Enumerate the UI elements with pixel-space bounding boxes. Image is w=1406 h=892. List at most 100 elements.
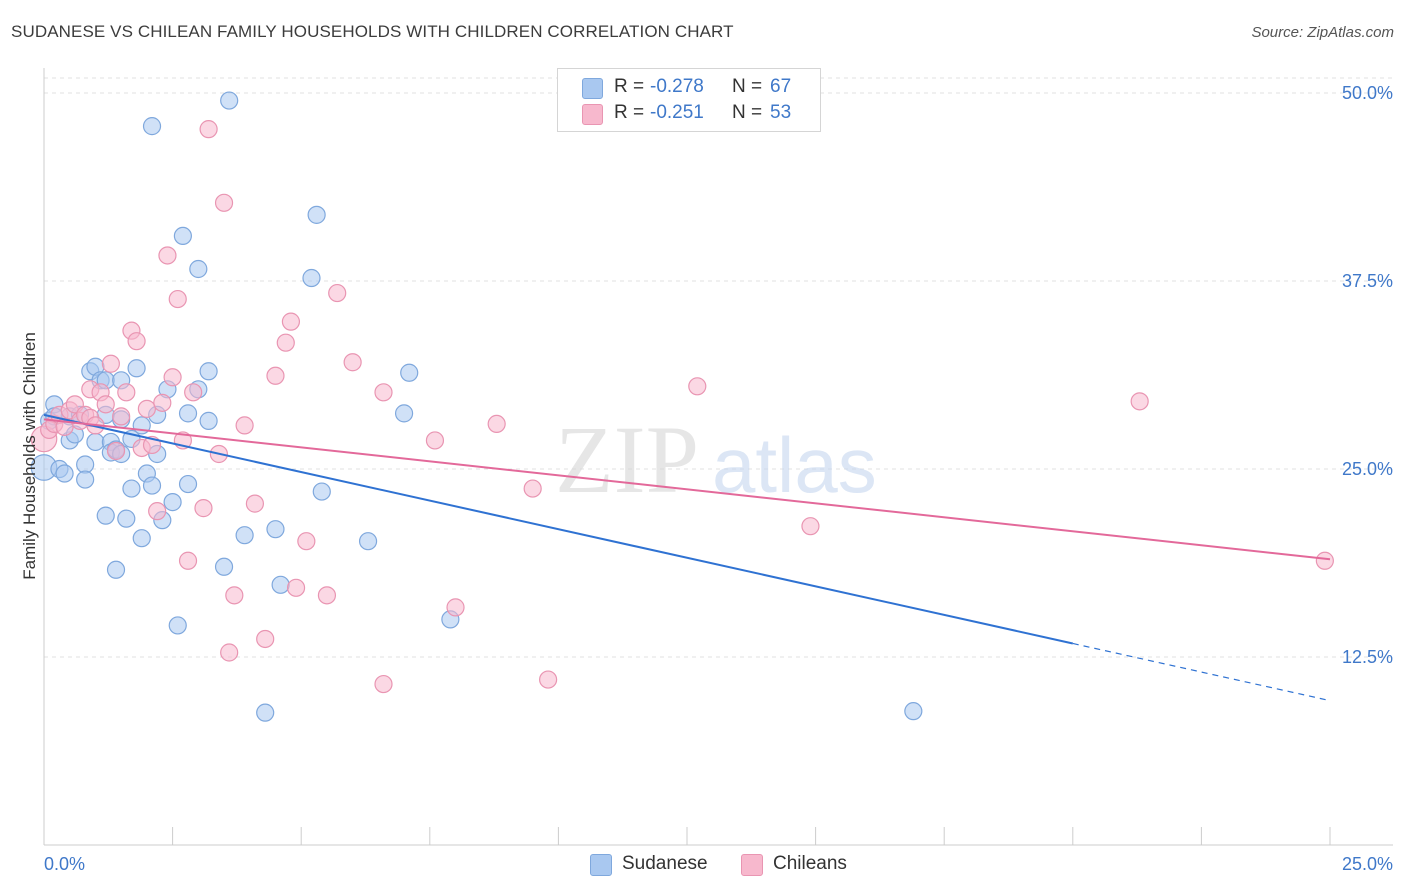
- source-label: Source: ZipAtlas.com: [1251, 24, 1394, 41]
- watermark-atlas: atlas: [712, 421, 877, 509]
- chilean-point: [163, 368, 182, 387]
- chilean-point: [112, 407, 131, 426]
- sudanese-point: [394, 404, 414, 423]
- chilean-point: [256, 629, 275, 649]
- chilean-point: [235, 416, 254, 435]
- n-value: 67: [770, 76, 792, 97]
- chilean-point: [297, 532, 316, 551]
- chilean-point: [801, 517, 820, 536]
- sudanese-point: [214, 557, 234, 576]
- y-tick-label: 12.5%: [1342, 647, 1393, 667]
- legend-label-sudanese: Sudanese: [622, 853, 708, 874]
- n-label: N =: [732, 76, 763, 97]
- chilean-point: [1130, 392, 1149, 411]
- chilean-swatch: [741, 854, 763, 876]
- sudanese-point: [55, 464, 74, 483]
- chilean-point: [328, 283, 347, 303]
- r-value: -0.251: [650, 102, 704, 123]
- chilean-point: [158, 246, 177, 265]
- sudanese-point: [302, 268, 321, 288]
- sudanese-point: [127, 359, 146, 378]
- sudanese-point: [86, 432, 105, 452]
- chilean-point: [425, 431, 445, 450]
- chilean-point: [374, 383, 393, 402]
- x-tick-label: 0.0%: [44, 854, 85, 874]
- chilean-point: [96, 395, 115, 414]
- sudanese-point: [199, 362, 218, 381]
- y-tick-label: 50.0%: [1342, 83, 1393, 103]
- n-value: 53: [770, 102, 792, 123]
- sudanese-point: [199, 411, 218, 430]
- chilean-point: [276, 333, 295, 352]
- sudanese-point: [76, 470, 95, 489]
- chilean-point: [688, 377, 707, 396]
- sudanese-point: [256, 703, 275, 722]
- sudanese-point: [235, 526, 254, 545]
- n-label: N =: [732, 102, 763, 123]
- r-value: -0.278: [650, 76, 704, 97]
- tick-labels: 12.5% 25.0% 37.5% 50.0% 0.0% 25.0%: [44, 83, 1393, 874]
- x-tick-label: 25.0%: [1342, 854, 1393, 874]
- legend-label-chileans: Chileans: [773, 853, 847, 874]
- y-tick-label: 25.0%: [1342, 459, 1393, 479]
- chilean-point: [539, 670, 558, 689]
- sudanese-point: [178, 474, 198, 494]
- chilean-point: [1315, 551, 1334, 570]
- watermark: ZIP atlas: [555, 406, 877, 513]
- sudanese-point: [142, 476, 162, 495]
- y-tick-label: 37.5%: [1342, 271, 1393, 291]
- chilean-point: [178, 551, 198, 570]
- chilean-point: [266, 366, 285, 385]
- sudanese-point: [122, 479, 141, 498]
- sudanese-point: [271, 575, 290, 594]
- chilean-point: [286, 578, 306, 597]
- y-axis-label: Family Households with Children: [20, 332, 39, 580]
- watermark-zip: ZIP: [555, 406, 699, 513]
- chilean-point: [317, 586, 337, 605]
- sudanese-point: [142, 117, 162, 136]
- chilean-point: [245, 494, 265, 513]
- sudanese-point: [266, 520, 285, 539]
- sudanese-point: [358, 532, 378, 551]
- r-label: R =: [614, 102, 645, 123]
- chilean-point: [137, 399, 156, 418]
- chilean-point: [487, 414, 506, 434]
- chilean-point: [117, 383, 136, 402]
- chilean-point: [523, 479, 542, 498]
- chilean-point: [168, 289, 187, 309]
- chilean-point: [220, 643, 239, 662]
- sudanese-point: [400, 363, 419, 382]
- sudanese-point: [168, 616, 187, 635]
- gridlines: [44, 77, 1393, 658]
- chilean-point: [374, 674, 393, 694]
- chilean-point: [343, 353, 362, 372]
- sudanese-point: [117, 509, 136, 528]
- axes: [43, 68, 1393, 846]
- chilean-point: [101, 354, 120, 373]
- chilean-point: [199, 120, 218, 139]
- trend-lines: [43, 413, 1331, 702]
- chilean-point: [194, 499, 213, 518]
- chilean-point: [153, 393, 172, 412]
- chilean-point: [214, 193, 234, 212]
- sudanese-trend-extension: [1072, 642, 1331, 702]
- chilean-point: [281, 312, 301, 331]
- sudanese-trend-line: [43, 413, 1074, 645]
- sudanese-point: [189, 259, 208, 279]
- chilean-point: [446, 598, 465, 617]
- sudanese-swatch: [590, 854, 612, 876]
- r-label: R =: [614, 76, 645, 97]
- correlation-legend: R = -0.278 N = 67 R = -0.251 N = 53: [557, 68, 821, 132]
- sudanese-point: [96, 506, 115, 525]
- chilean-point: [184, 383, 203, 402]
- sudanese-point: [312, 482, 331, 501]
- chilean-swatch: [582, 104, 603, 125]
- chart-title: SUDANESE VS CHILEAN FAMILY HOUSEHOLDS WI…: [11, 22, 734, 41]
- sudanese-point: [220, 91, 239, 110]
- chilean-point: [127, 332, 146, 351]
- sudanese-point: [178, 404, 198, 423]
- sudanese-point: [307, 205, 326, 224]
- chilean-point: [225, 586, 244, 605]
- chilean-point: [106, 441, 126, 461]
